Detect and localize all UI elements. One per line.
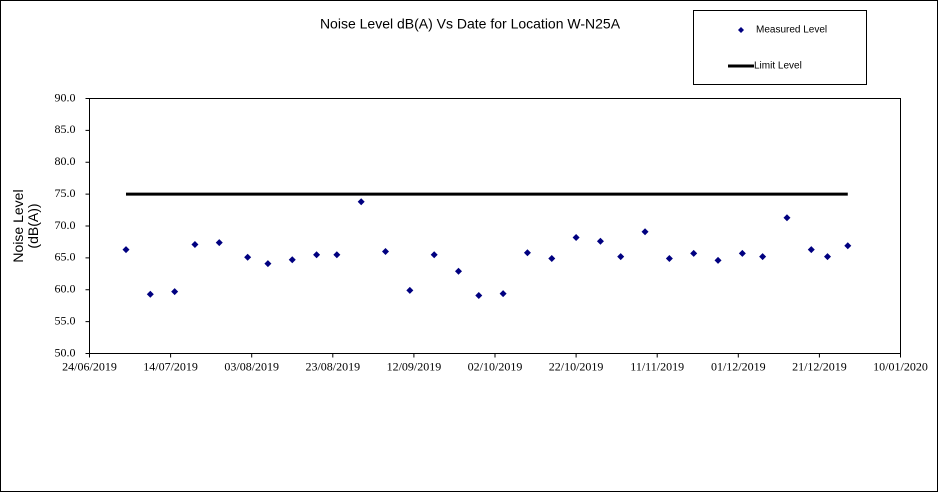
data-point: [475, 291, 483, 299]
legend-box: [693, 10, 867, 85]
x-tick-label: 24/06/2019: [62, 359, 117, 373]
legend-label: Limit Level: [754, 61, 802, 72]
y-tick-label: 90.0: [55, 90, 76, 104]
data-point: [665, 255, 673, 263]
data-point: [548, 255, 556, 263]
data-point: [191, 240, 199, 248]
data-point: [288, 256, 296, 264]
y-tick-label: 55.0: [55, 313, 76, 327]
data-point: [783, 214, 791, 222]
data-point: [146, 290, 154, 298]
x-tick-label: 21/12/2019: [792, 359, 847, 373]
data-point: [264, 260, 272, 268]
data-point: [122, 246, 130, 254]
data-point: [596, 237, 604, 245]
legend-label: Measured Level: [756, 25, 827, 36]
x-tick-label: 03/08/2019: [224, 359, 279, 373]
y-tick-label: 70.0: [55, 218, 76, 232]
y-tick-label: 60.0: [55, 282, 76, 296]
y-axis-label: Noise Level(dB(A)): [10, 189, 41, 262]
data-point: [690, 249, 698, 257]
y-tick-label: 50.0: [55, 345, 76, 359]
x-tick-label: 14/07/2019: [143, 359, 198, 373]
data-point: [523, 249, 531, 257]
data-point: [244, 253, 252, 261]
data-point: [824, 253, 832, 261]
data-point: [759, 253, 767, 261]
data-point: [382, 248, 390, 255]
x-tick-label: 23/08/2019: [305, 359, 360, 373]
x-tick-label: 12/09/2019: [387, 359, 442, 373]
data-point: [313, 251, 321, 259]
y-tick-label: 80.0: [55, 154, 76, 168]
x-tick-label: 10/01/2020: [873, 359, 928, 373]
data-point: [357, 198, 365, 206]
data-point: [738, 249, 746, 257]
y-tick-label: 85.0: [55, 122, 76, 136]
data-point: [171, 288, 179, 296]
data-point: [406, 286, 414, 294]
data-point: [807, 246, 815, 254]
y-tick-label: 75.0: [55, 186, 76, 200]
legend-swatch: [738, 27, 744, 33]
x-tick-label: 01/12/2019: [711, 359, 766, 373]
data-point: [617, 253, 625, 261]
data-point: [430, 251, 438, 259]
y-tick-label: 65.0: [55, 250, 76, 264]
data-point: [844, 242, 852, 250]
data-point: [333, 251, 341, 259]
data-point: [215, 239, 223, 247]
chart-title: Noise Level dB(A) Vs Date for Location W…: [320, 16, 621, 32]
data-point: [714, 256, 722, 264]
x-tick-label: 22/10/2019: [549, 359, 604, 373]
x-tick-label: 02/10/2019: [468, 359, 523, 373]
plot-area: [89, 98, 901, 354]
data-point: [641, 228, 649, 236]
data-point: [455, 267, 463, 275]
x-tick-label: 11/11/2019: [630, 359, 684, 373]
data-point: [572, 233, 580, 241]
data-point: [499, 290, 507, 298]
